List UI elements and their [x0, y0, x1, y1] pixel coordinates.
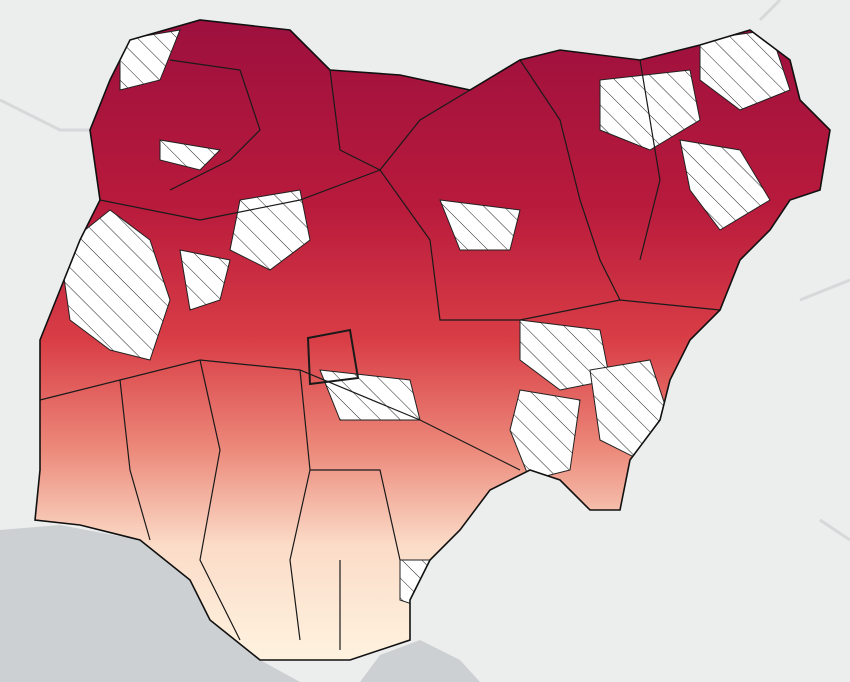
boundary [169, 59, 261, 191]
sea-east [360, 640, 480, 682]
no-data-area [509, 389, 581, 481]
boundary [119, 379, 151, 541]
no-data-area [599, 69, 701, 151]
boundary [39, 359, 521, 471]
country-border [34, 19, 831, 661]
boundary [99, 169, 381, 221]
no-data-area [679, 139, 771, 231]
no-data-area [179, 249, 231, 311]
no-data-area [59, 209, 171, 361]
boundary [289, 369, 311, 641]
no-data-area [119, 29, 181, 91]
boundary [310, 469, 401, 561]
no-data-area [159, 139, 222, 171]
sea [0, 525, 300, 682]
boundary [639, 59, 661, 261]
boundary [519, 59, 621, 301]
boundary [306, 328, 360, 386]
no-data-area [519, 319, 611, 391]
boundary [199, 359, 241, 641]
boundary [379, 169, 721, 321]
neighbour-borders [0, 0, 850, 542]
no-data-area [439, 199, 521, 251]
state-boundaries [39, 59, 721, 650]
no-data-areas [59, 29, 791, 611]
